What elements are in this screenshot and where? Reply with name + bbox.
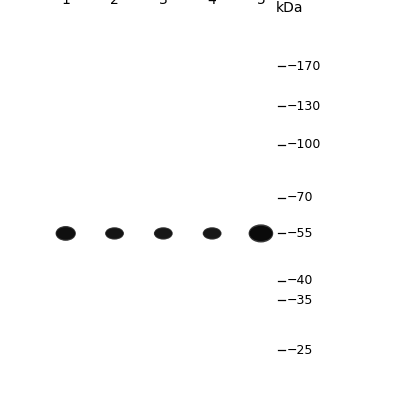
Ellipse shape bbox=[154, 228, 172, 239]
Text: kDa: kDa bbox=[276, 0, 304, 15]
Text: 4: 4 bbox=[208, 0, 216, 7]
Ellipse shape bbox=[250, 226, 272, 241]
Text: −170: −170 bbox=[287, 60, 321, 73]
Text: 3: 3 bbox=[159, 0, 168, 7]
Text: −100: −100 bbox=[287, 138, 321, 151]
Text: −25: −25 bbox=[287, 343, 313, 356]
Ellipse shape bbox=[56, 227, 75, 240]
Text: 1: 1 bbox=[61, 0, 70, 7]
Ellipse shape bbox=[203, 228, 221, 239]
Text: −130: −130 bbox=[287, 99, 321, 112]
Ellipse shape bbox=[56, 226, 76, 241]
Text: −40: −40 bbox=[287, 274, 313, 287]
Text: −35: −35 bbox=[287, 294, 313, 307]
Ellipse shape bbox=[154, 227, 173, 240]
Ellipse shape bbox=[106, 228, 123, 239]
Text: 5: 5 bbox=[256, 0, 265, 7]
Text: −55: −55 bbox=[287, 227, 313, 240]
Ellipse shape bbox=[249, 224, 273, 242]
Text: −70: −70 bbox=[287, 191, 313, 204]
Text: 2: 2 bbox=[110, 0, 119, 7]
Ellipse shape bbox=[105, 227, 124, 240]
Ellipse shape bbox=[203, 227, 222, 240]
